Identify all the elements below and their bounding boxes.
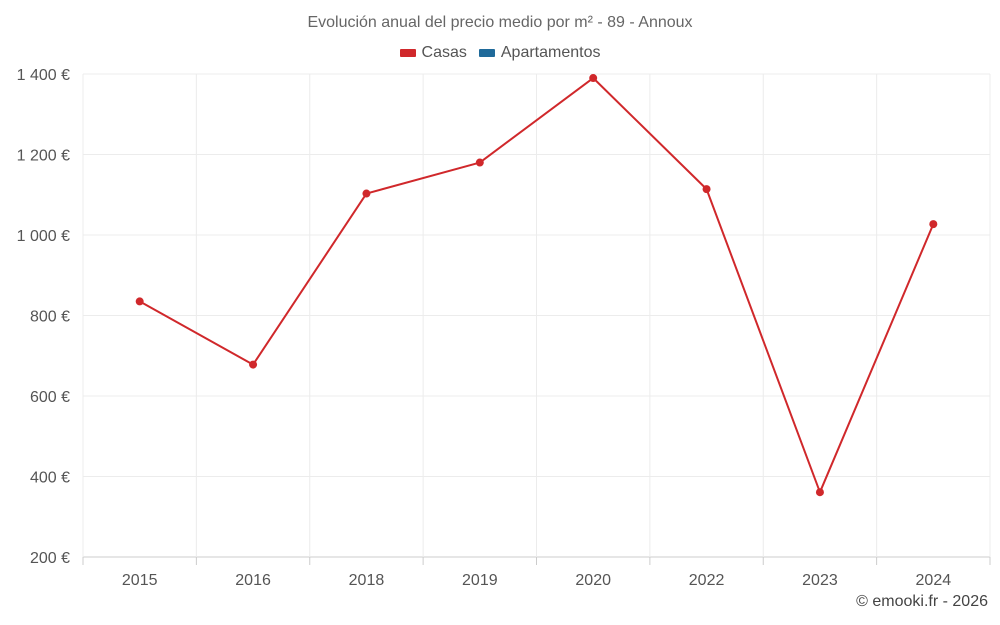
legend-label-apartamentos: Apartamentos xyxy=(500,44,601,61)
series-line-casas xyxy=(139,77,935,494)
data-point xyxy=(135,297,144,306)
x-tick-label: 2019 xyxy=(462,572,498,589)
x-tick-label: 2023 xyxy=(802,572,838,589)
y-tick-label: 400 € xyxy=(30,470,70,487)
x-tick-label: 2018 xyxy=(349,572,385,589)
data-point xyxy=(589,74,598,83)
legend-swatch-apartamentos xyxy=(478,49,495,57)
chart-title: Evolución anual del precio medio por m² … xyxy=(307,14,693,31)
data-point xyxy=(362,189,371,198)
y-tick-label: 600 € xyxy=(30,389,70,406)
data-point xyxy=(249,360,258,369)
credits-text[interactable]: © emooki.fr - 2026 xyxy=(856,593,988,610)
y-tick-label: 1 200 € xyxy=(17,148,70,165)
x-tick-label: 2015 xyxy=(122,572,158,589)
x-tick-label: 2022 xyxy=(689,572,725,589)
y-tick-label: 200 € xyxy=(30,550,70,567)
legend-swatch-casas xyxy=(399,49,416,57)
legend-item-casas[interactable]: Casas xyxy=(399,44,467,62)
x-tick-label: 2020 xyxy=(575,572,611,589)
y-tick-label: 1 400 € xyxy=(17,67,70,84)
x-tick-label: 2016 xyxy=(235,572,271,589)
legend-label-casas: Casas xyxy=(421,44,467,61)
data-point xyxy=(929,220,938,229)
x-tick-label: 2024 xyxy=(916,572,952,589)
data-point xyxy=(702,185,711,194)
data-point xyxy=(815,488,824,497)
y-tick-label: 800 € xyxy=(30,309,70,326)
data-point xyxy=(475,158,484,167)
legend: Casas Apartamentos xyxy=(0,44,1000,62)
y-tick-label: 1 000 € xyxy=(17,228,70,245)
legend-item-apartamentos[interactable]: Apartamentos xyxy=(478,44,601,62)
